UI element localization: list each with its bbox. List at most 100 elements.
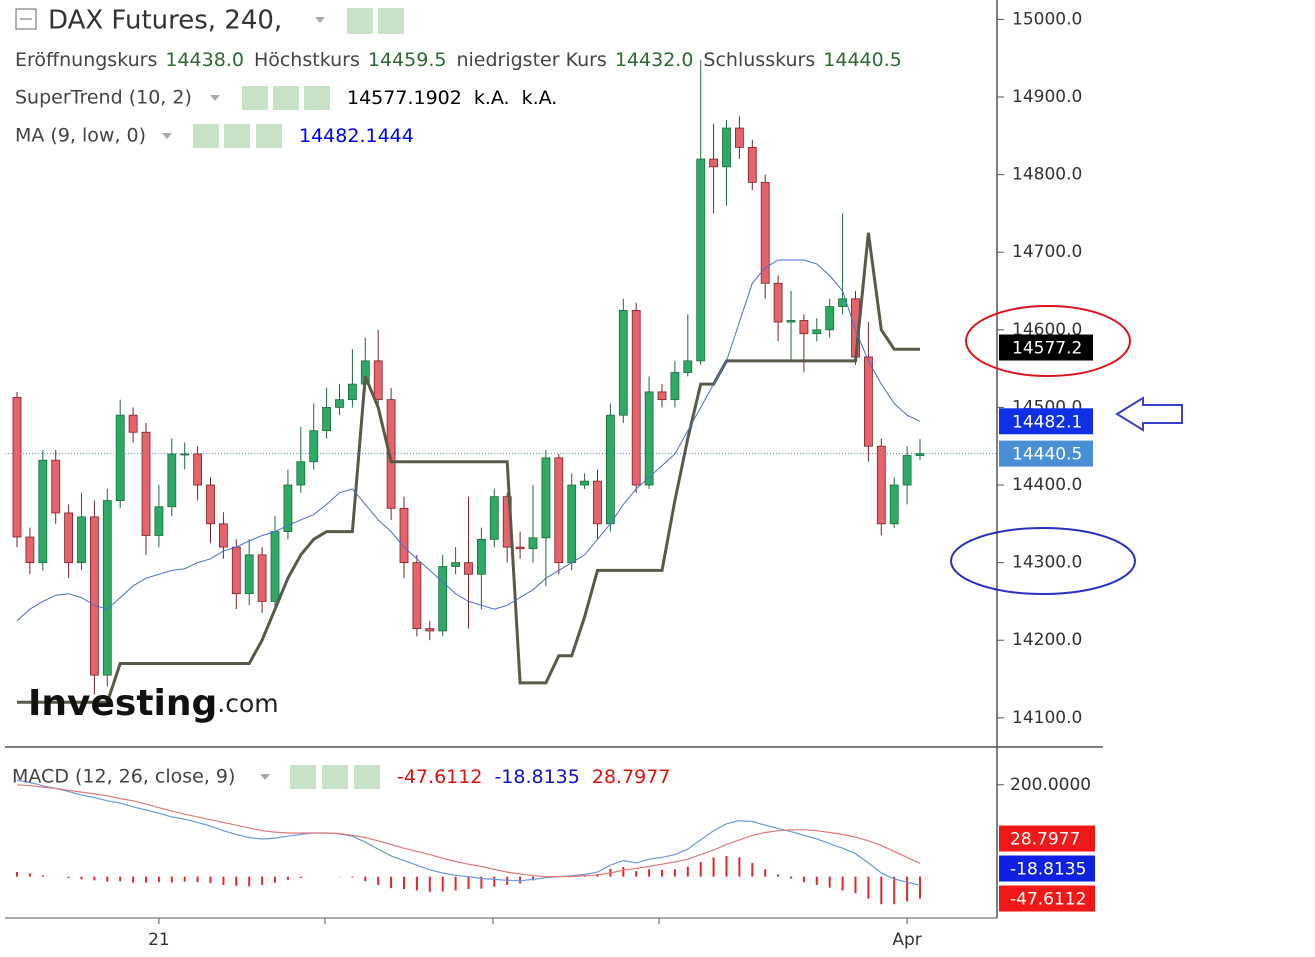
price-tag-label: 28.7977 xyxy=(1010,830,1080,850)
legend-value: 14459.5 xyxy=(368,49,447,71)
macd-value: 28.7977 xyxy=(592,766,671,788)
watermark-suffix: .com xyxy=(217,689,278,718)
indicator-value: 14577.1902 xyxy=(347,87,462,109)
candle-body xyxy=(554,457,564,564)
price-tag xyxy=(999,334,1093,361)
candle-body xyxy=(412,562,422,629)
candle-body xyxy=(141,431,151,536)
annotation-circle xyxy=(950,527,1136,595)
indicator-values: 14577.1902 k.A. k.A. xyxy=(347,87,557,109)
candle-body xyxy=(335,399,344,408)
candle-body xyxy=(231,546,241,595)
candle-body xyxy=(476,538,486,575)
x-tick-label: 21 xyxy=(148,930,170,950)
visibility-button[interactable] xyxy=(242,86,268,110)
indicator-name: SuperTrend (10, 2) xyxy=(15,87,192,109)
candle-body xyxy=(77,516,86,564)
legend-label: Höchstkurs xyxy=(254,49,360,71)
candle-body xyxy=(64,512,73,564)
settings-button[interactable] xyxy=(273,86,299,110)
candle-body xyxy=(38,459,48,564)
candle-body xyxy=(322,407,332,432)
annotation-arrow xyxy=(1115,396,1183,432)
candle-body xyxy=(747,147,757,183)
candle-body xyxy=(218,523,228,548)
price-tag xyxy=(999,855,1095,882)
price-tag-label: 14577.2 xyxy=(1012,339,1082,359)
visibility-button[interactable] xyxy=(290,765,316,789)
candle-body xyxy=(773,282,783,323)
settings-button[interactable] xyxy=(322,765,348,789)
candle-body xyxy=(722,127,731,168)
candle-body xyxy=(451,562,461,567)
candle-body xyxy=(580,480,589,486)
visibility-button[interactable] xyxy=(347,8,373,34)
settings-button[interactable] xyxy=(378,8,404,34)
macd-title: MACD (12, 26, close, 9) xyxy=(12,766,235,788)
candle-body xyxy=(670,372,680,401)
candle-body xyxy=(528,537,538,550)
price-tag-label: -47.6112 xyxy=(1010,890,1086,910)
y-tick-label: 14700.0 xyxy=(1012,242,1082,262)
candle-body xyxy=(154,506,164,536)
candle-body xyxy=(309,430,319,463)
candle-body xyxy=(631,310,641,486)
signal-line xyxy=(16,784,921,878)
collapse-button[interactable] xyxy=(15,8,37,30)
y-tick-label: 14200.0 xyxy=(1012,630,1082,650)
price-tag-label: -18.8135 xyxy=(1010,860,1086,880)
dropdown[interactable] xyxy=(210,95,220,101)
settings-button[interactable] xyxy=(224,124,250,148)
candle-body xyxy=(812,329,822,335)
indicator-value: k.A. xyxy=(522,87,558,109)
candle-body xyxy=(606,414,615,525)
candle-body xyxy=(425,628,435,632)
dropdown[interactable] xyxy=(260,774,270,780)
indicator-value: k.A. xyxy=(474,87,510,109)
macd-value: -18.8135 xyxy=(494,766,579,788)
candle-body xyxy=(167,453,177,508)
candle-body xyxy=(657,391,667,401)
macd-values: -47.6112 -18.8135 28.7977 xyxy=(397,766,670,788)
annotation-circle xyxy=(965,305,1131,377)
remove-button[interactable] xyxy=(354,765,380,789)
candle-body xyxy=(373,360,383,401)
candle-body xyxy=(876,445,886,525)
y-tick-label: 14900.0 xyxy=(1012,87,1082,107)
candle-body xyxy=(915,453,925,456)
remove-button[interactable] xyxy=(256,124,282,148)
candle-body xyxy=(90,516,99,676)
price-tag xyxy=(999,825,1095,852)
remove-button[interactable] xyxy=(304,86,330,110)
dropdown[interactable] xyxy=(315,17,325,23)
candle-body xyxy=(541,457,551,539)
macd-value: -47.6112 xyxy=(397,766,482,788)
candle-body xyxy=(825,306,835,331)
candle-body xyxy=(709,158,718,168)
candle-body xyxy=(889,484,899,525)
candle-body xyxy=(347,383,357,401)
candle-body xyxy=(102,500,112,676)
y-tick-label: 14800.0 xyxy=(1012,165,1082,185)
price-tag-label: 14482.1 xyxy=(1012,412,1082,432)
candle-body xyxy=(683,360,693,373)
candle-body xyxy=(489,496,499,540)
candle-body xyxy=(515,546,525,550)
indicator-name: MA (9, low, 0) xyxy=(15,125,146,147)
candle-body xyxy=(51,459,61,514)
watermark-brand: Investing xyxy=(28,683,217,724)
candle-body xyxy=(270,531,280,602)
candle-body xyxy=(193,453,203,486)
price-tags: 28.7977 -18.8135 -47.6112 14577.2 14482.1 144… xyxy=(999,334,1095,912)
candle-body xyxy=(799,320,809,335)
candle-body xyxy=(296,461,306,486)
candle-body xyxy=(128,414,138,433)
candle-body xyxy=(593,480,602,525)
visibility-button[interactable] xyxy=(193,124,219,148)
candle-body xyxy=(283,484,293,532)
candle-body xyxy=(180,453,190,456)
macd-line xyxy=(16,779,921,886)
dropdown[interactable] xyxy=(162,133,172,139)
